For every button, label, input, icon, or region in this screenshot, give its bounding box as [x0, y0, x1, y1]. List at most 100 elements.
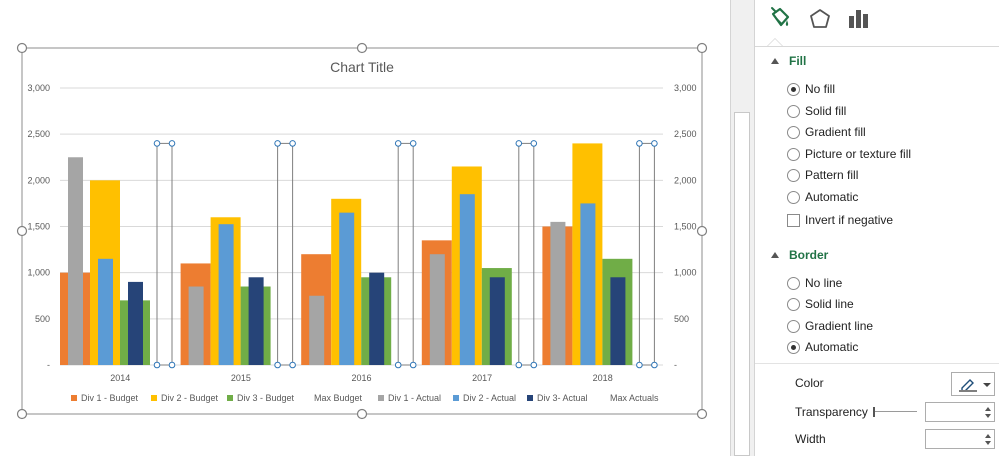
picture-texture-fill-radio[interactable]: Picture or texture fill — [787, 145, 911, 163]
category-label: 2018 — [593, 373, 613, 383]
automatic-fill-radio[interactable]: Automatic — [787, 188, 858, 206]
option-label: No line — [805, 276, 843, 290]
color-label: Color — [795, 376, 824, 390]
radio-button — [787, 319, 800, 333]
series-options-tab[interactable] — [845, 6, 871, 32]
transparency-label: Transparency — [795, 405, 868, 419]
chart-resize-handle[interactable] — [696, 225, 708, 237]
chart-resize-handle[interactable] — [16, 225, 28, 237]
legend-label: Div 2 - Budget — [161, 393, 219, 403]
width-input[interactable] — [928, 432, 980, 446]
left-axis-tick-label: 2,000 — [27, 175, 50, 185]
legend-swatch — [527, 395, 533, 401]
spin-down-icon[interactable] — [985, 441, 991, 445]
chart-canvas[interactable]: Chart Title - 500 1,000 1,500 2,000 2,500 3,000… — [0, 0, 730, 456]
selection-handle — [153, 140, 161, 147]
spin-up-icon[interactable] — [985, 434, 991, 438]
bar-div-2-actual — [580, 203, 596, 365]
transparency-input[interactable] — [928, 405, 980, 419]
bar-div-3-actual — [489, 277, 505, 365]
solid-line-radio[interactable]: Solid line — [787, 295, 854, 313]
option-label: Gradient line — [805, 319, 874, 333]
right-axis-tick-label: 500 — [674, 314, 689, 324]
automatic-line-radio[interactable]: Automatic — [787, 338, 858, 356]
legend-swatch — [453, 395, 459, 401]
chart-area[interactable]: Chart Title - 500 1,000 1,500 2,000 2,500 3,000… — [0, 0, 730, 456]
chart-resize-handle[interactable] — [356, 42, 368, 54]
chart-resize-handle[interactable] — [696, 42, 708, 54]
left-axis-tick-label: - — [47, 360, 50, 370]
right-axis-tick-label: - — [674, 360, 677, 370]
option-label: No fill — [805, 82, 836, 96]
pattern-fill-radio[interactable]: Pattern fill — [787, 166, 858, 184]
chart-resize-handle[interactable] — [16, 408, 28, 420]
legend-label: Div 3- Actual — [537, 393, 588, 403]
selection-handle — [168, 361, 176, 369]
selection-handle — [636, 361, 643, 369]
paint-bucket-icon — [771, 7, 790, 27]
transparency-slider[interactable] — [873, 407, 917, 417]
chart-resize-handle[interactable] — [16, 42, 28, 54]
selection-handle — [409, 361, 417, 369]
radio-button — [787, 190, 800, 204]
bar-div-2-actual — [339, 212, 355, 365]
selection-handle — [515, 361, 523, 369]
spin-up-icon[interactable] — [985, 407, 991, 411]
option-label: Automatic — [805, 190, 859, 204]
gradient-fill-radio[interactable]: Gradient fill — [787, 123, 866, 141]
chevron-down-icon — [983, 383, 991, 387]
vertical-scrollbar-thumb[interactable] — [734, 112, 750, 456]
gradient-line-radio[interactable]: Gradient line — [787, 317, 873, 335]
effects-tab[interactable] — [807, 6, 833, 32]
outline-color-button[interactable] — [951, 372, 995, 396]
border-section-header[interactable]: Border — [771, 246, 828, 264]
selection-handle — [409, 140, 417, 147]
legend-label: Div 1 - Actual — [388, 393, 441, 403]
right-axis-tick-label: 2,000 — [674, 175, 697, 185]
bar-max-series-selected — [518, 142, 535, 366]
tab-divider — [755, 46, 999, 47]
bar-max-series-selected — [277, 142, 294, 366]
fill-section-header[interactable]: Fill — [771, 52, 806, 70]
chart-resize-handle[interactable] — [696, 408, 708, 420]
legend-label: Div 1 - Budget — [81, 393, 139, 403]
left-axis-tick-label: 500 — [35, 314, 50, 324]
slider-handle[interactable] — [873, 407, 875, 417]
right-axis-tick-label: 2,500 — [674, 129, 697, 139]
chart-title: Chart Title — [330, 59, 394, 75]
width-spinner[interactable] — [925, 429, 995, 449]
spin-down-icon[interactable] — [985, 414, 991, 418]
radio-button — [787, 168, 800, 182]
no-fill-radio[interactable]: No fill — [787, 80, 835, 98]
fill-line-tab[interactable] — [767, 6, 793, 32]
bar-div-2-actual — [218, 224, 234, 365]
selection-handle — [530, 140, 538, 147]
legend-label: Max Actuals — [610, 393, 659, 403]
right-axis-tick-label: 3,000 — [674, 83, 697, 93]
chart-resize-handle[interactable] — [356, 408, 368, 420]
solid-fill-radio[interactable]: Solid fill — [787, 102, 846, 120]
selection-handle — [289, 140, 296, 147]
invert-if-negative-checkbox[interactable]: Invert if negative — [787, 211, 893, 229]
pen-color-icon — [959, 379, 977, 392]
legend-swatch — [71, 395, 77, 401]
transparency-spinner[interactable] — [925, 402, 995, 422]
pentagon-icon — [810, 9, 830, 28]
width-label: Width — [795, 432, 826, 446]
left-axis-tick-label: 1,500 — [27, 222, 50, 232]
selection-handle — [515, 140, 523, 147]
legend-swatch — [227, 395, 233, 401]
bar-div-2-actual — [98, 258, 113, 365]
bar-chart-icon — [849, 10, 868, 28]
legend-label: Div 2 - Actual — [463, 393, 516, 403]
selection-handle — [168, 140, 176, 147]
collapse-triangle-icon — [771, 252, 779, 258]
no-line-radio[interactable]: No line — [787, 274, 842, 292]
bar-div-3-actual — [369, 272, 385, 365]
category-label: 2014 — [110, 373, 130, 383]
bar-div-1-actual — [550, 221, 566, 365]
selection-handle — [651, 140, 658, 147]
pane-tab-strip — [755, 0, 999, 47]
radio-button — [787, 147, 800, 161]
selection-handle — [394, 140, 402, 147]
